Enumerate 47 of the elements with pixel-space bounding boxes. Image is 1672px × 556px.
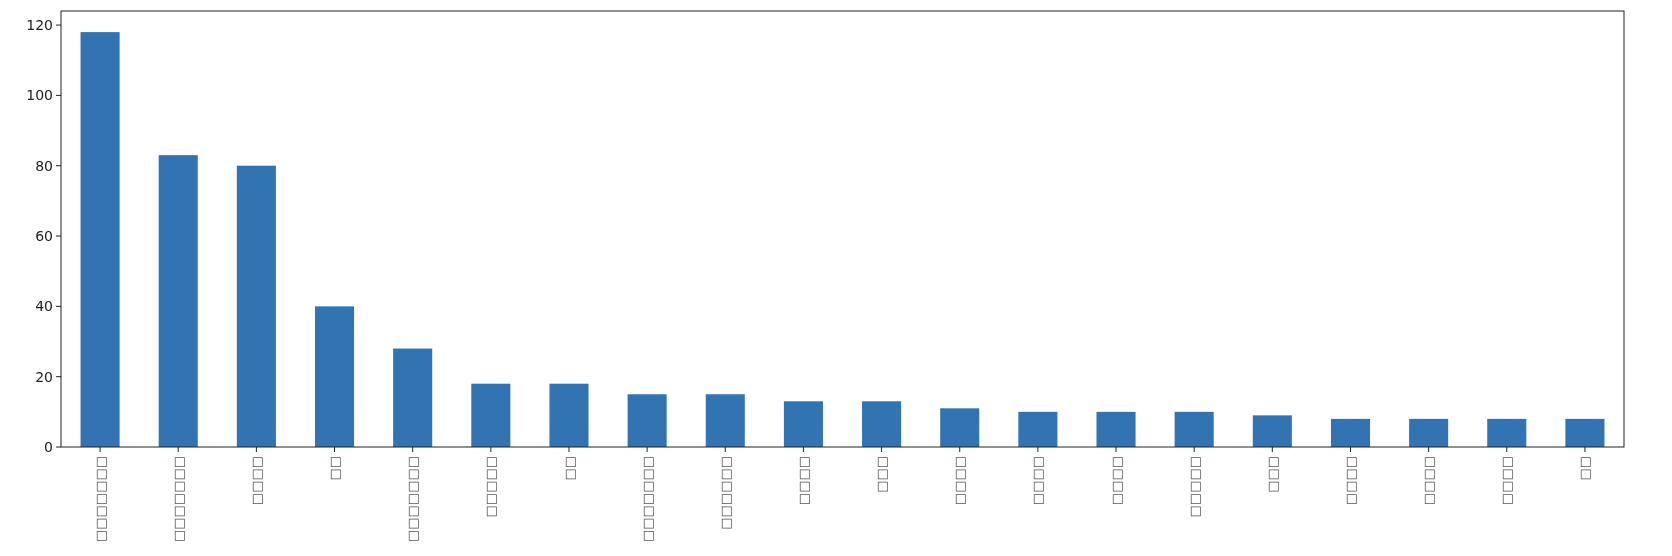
bar — [940, 408, 980, 447]
x-tick-label: □□□□□□□ — [170, 456, 186, 542]
bar — [314, 306, 355, 447]
bar — [236, 165, 276, 447]
x-tick-label: □□□ — [874, 456, 890, 493]
bar — [1252, 415, 1292, 447]
bar — [1409, 418, 1449, 447]
x-tick-label: □□□□□ — [1186, 456, 1202, 518]
bar — [1487, 418, 1527, 447]
x-tick-label: □□□□□□□ — [639, 456, 655, 542]
bar — [1096, 411, 1136, 447]
x-tick-label: □□□□ — [1421, 456, 1437, 506]
x-tick-label: □□□□ — [795, 456, 811, 506]
y-tick-label: 100 — [26, 87, 53, 104]
bar — [393, 348, 433, 447]
x-tick-label: □□□□ — [952, 456, 968, 506]
y-tick-label: 60 — [35, 227, 53, 244]
x-tick-label: □□□□ — [1108, 456, 1124, 506]
y-tick-label: 80 — [35, 157, 53, 174]
bar — [80, 32, 120, 447]
x-tick-label: □□□□ — [248, 456, 264, 506]
x-tick-label: □□ — [1577, 456, 1593, 481]
bar — [1174, 411, 1214, 447]
bar — [471, 383, 511, 447]
x-tick-label: □□□□□□□ — [405, 456, 421, 542]
x-tick-label: □□□□ — [1499, 456, 1515, 506]
bar — [1565, 418, 1605, 447]
x-tick-label: □□□□□□□ — [92, 456, 108, 542]
x-tick-label: □□ — [327, 456, 343, 481]
bar — [783, 401, 823, 447]
x-tick-label: □□ — [561, 456, 577, 481]
y-tick-label: 0 — [44, 438, 53, 455]
bar — [549, 383, 589, 447]
x-tick-label: □□□□ — [1343, 456, 1359, 506]
x-tick-label: □□□ — [1264, 456, 1280, 493]
x-tick-label: □□□□□□ — [717, 456, 733, 530]
bar — [862, 401, 902, 447]
bar — [705, 394, 745, 447]
bar — [1330, 418, 1371, 447]
x-tick-label: □□□□ — [1030, 456, 1046, 506]
bar — [158, 155, 198, 447]
y-tick-label: 20 — [35, 368, 53, 385]
x-tick-label: □□□□□ — [483, 456, 499, 518]
bar — [1018, 411, 1058, 447]
y-tick-label: 40 — [35, 298, 53, 315]
y-tick-label: 120 — [26, 16, 53, 33]
bar — [627, 394, 667, 447]
